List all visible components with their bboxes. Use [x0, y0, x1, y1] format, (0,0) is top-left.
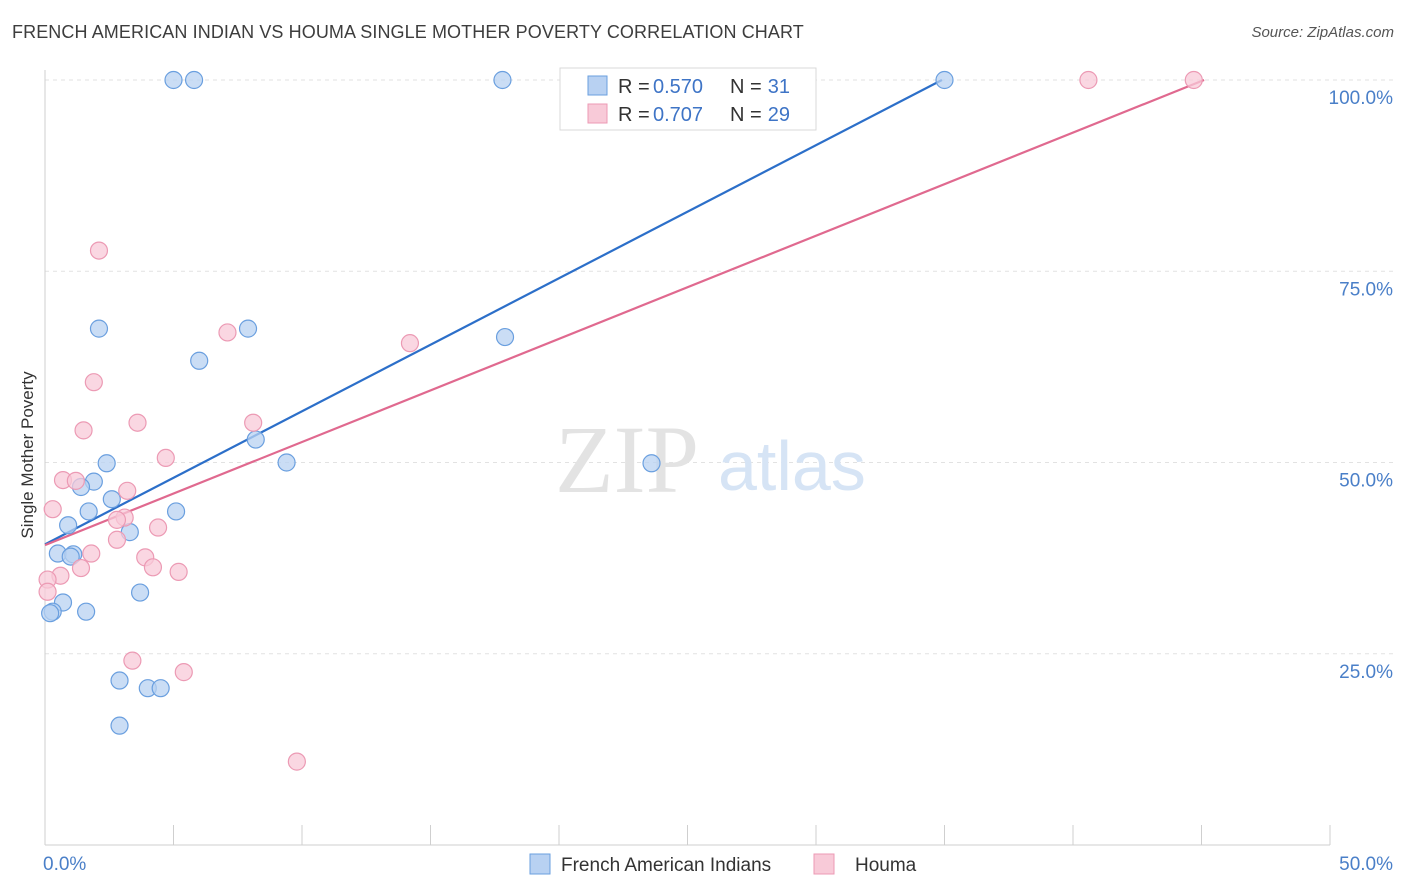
chart-title: FRENCH AMERICAN INDIAN VS HOUMA SINGLE M… [12, 22, 804, 42]
data-points [38, 70, 1203, 771]
legend-r-value: 0.570 [653, 76, 703, 98]
trend-line-french-american-indians [44, 79, 943, 546]
chart-source: Source: ZipAtlas.com [1251, 24, 1394, 41]
point-houma [43, 500, 62, 519]
point-houma [84, 373, 103, 392]
point-french-american-indians [166, 502, 186, 521]
point-houma [143, 558, 163, 577]
bottom-legend-label: Houma [855, 855, 917, 876]
point-houma [82, 544, 101, 563]
point-french-american-indians [79, 502, 98, 521]
point-houma [71, 558, 91, 578]
point-houma [148, 518, 168, 537]
point-houma [169, 562, 188, 581]
point-houma [1184, 70, 1203, 90]
point-houma [118, 481, 137, 500]
point-french-american-indians [935, 70, 954, 90]
point-french-american-indians [495, 327, 515, 347]
bottom-legend: French American Indians Houma [529, 853, 917, 876]
legend-swatch [587, 75, 608, 96]
x-tick-label: 0.0% [43, 854, 86, 875]
point-french-american-indians [493, 70, 512, 90]
legend-swatch [587, 103, 608, 124]
point-french-american-indians [97, 454, 116, 473]
point-french-american-indians [59, 516, 78, 535]
point-houma [89, 241, 109, 260]
point-houma [400, 334, 420, 353]
point-houma [128, 413, 147, 432]
axes [44, 70, 1331, 846]
point-french-american-indians [190, 351, 209, 370]
point-french-american-indians [642, 454, 661, 473]
point-houma [174, 663, 193, 682]
trend-lines [44, 78, 1205, 547]
bottom-legend-swatch [813, 853, 835, 875]
watermark-zip: ZIP [555, 406, 699, 513]
point-french-american-indians [164, 70, 183, 90]
point-french-american-indians [110, 716, 129, 735]
legend-n-value: 31 [768, 76, 790, 98]
bottom-legend-label: French American Indians [561, 855, 771, 876]
point-french-american-indians [89, 319, 109, 338]
point-houma [287, 752, 306, 771]
point-french-american-indians [246, 430, 265, 449]
point-french-american-indians [102, 490, 121, 509]
point-french-american-indians [41, 604, 60, 623]
legend-r-value: 0.707 [653, 104, 703, 126]
trend-line-houma [44, 78, 1205, 547]
point-french-american-indians [110, 671, 129, 690]
x-tick-label: 50.0% [1339, 854, 1393, 875]
y-tick-label: 25.0% [1339, 662, 1393, 683]
grid [45, 79, 1395, 655]
point-houma [107, 530, 127, 549]
point-houma [156, 448, 175, 468]
legend-n-label: N = [730, 104, 762, 126]
point-houma [74, 421, 93, 440]
legend-r-label: R = [618, 104, 650, 126]
point-french-american-indians [151, 679, 170, 698]
x-tick-labels: 0.0% 50.0% [43, 854, 1393, 875]
point-houma [244, 413, 263, 432]
point-houma [1079, 70, 1098, 90]
watermark-atlas: atlas [718, 427, 866, 505]
point-french-american-indians [77, 602, 96, 621]
point-houma [38, 582, 57, 601]
point-french-american-indians [184, 70, 204, 90]
y-tick-label: 75.0% [1339, 279, 1393, 300]
y-tick-label: 100.0% [1329, 88, 1394, 109]
y-axis-label: Single Mother Poverty [18, 371, 37, 539]
legend-r-label: R = [618, 76, 650, 98]
y-tick-labels: 25.0% 50.0% 75.0% 100.0% [1329, 88, 1394, 683]
point-houma [123, 651, 142, 670]
bottom-legend-swatch [529, 853, 551, 875]
point-french-american-indians [61, 547, 80, 566]
point-french-american-indians [238, 319, 258, 338]
legend: R = 0.570 N = 31 R = 0.707 N = 29 [559, 67, 817, 131]
point-houma [218, 323, 237, 342]
point-houma [66, 471, 85, 490]
watermark: ZIP atlas [555, 406, 866, 513]
y-tick-label: 50.0% [1339, 471, 1393, 492]
point-french-american-indians [130, 583, 150, 602]
legend-n-value: 29 [768, 104, 790, 126]
legend-n-label: N = [730, 76, 762, 98]
point-houma [107, 510, 127, 529]
point-french-american-indians [277, 453, 296, 472]
